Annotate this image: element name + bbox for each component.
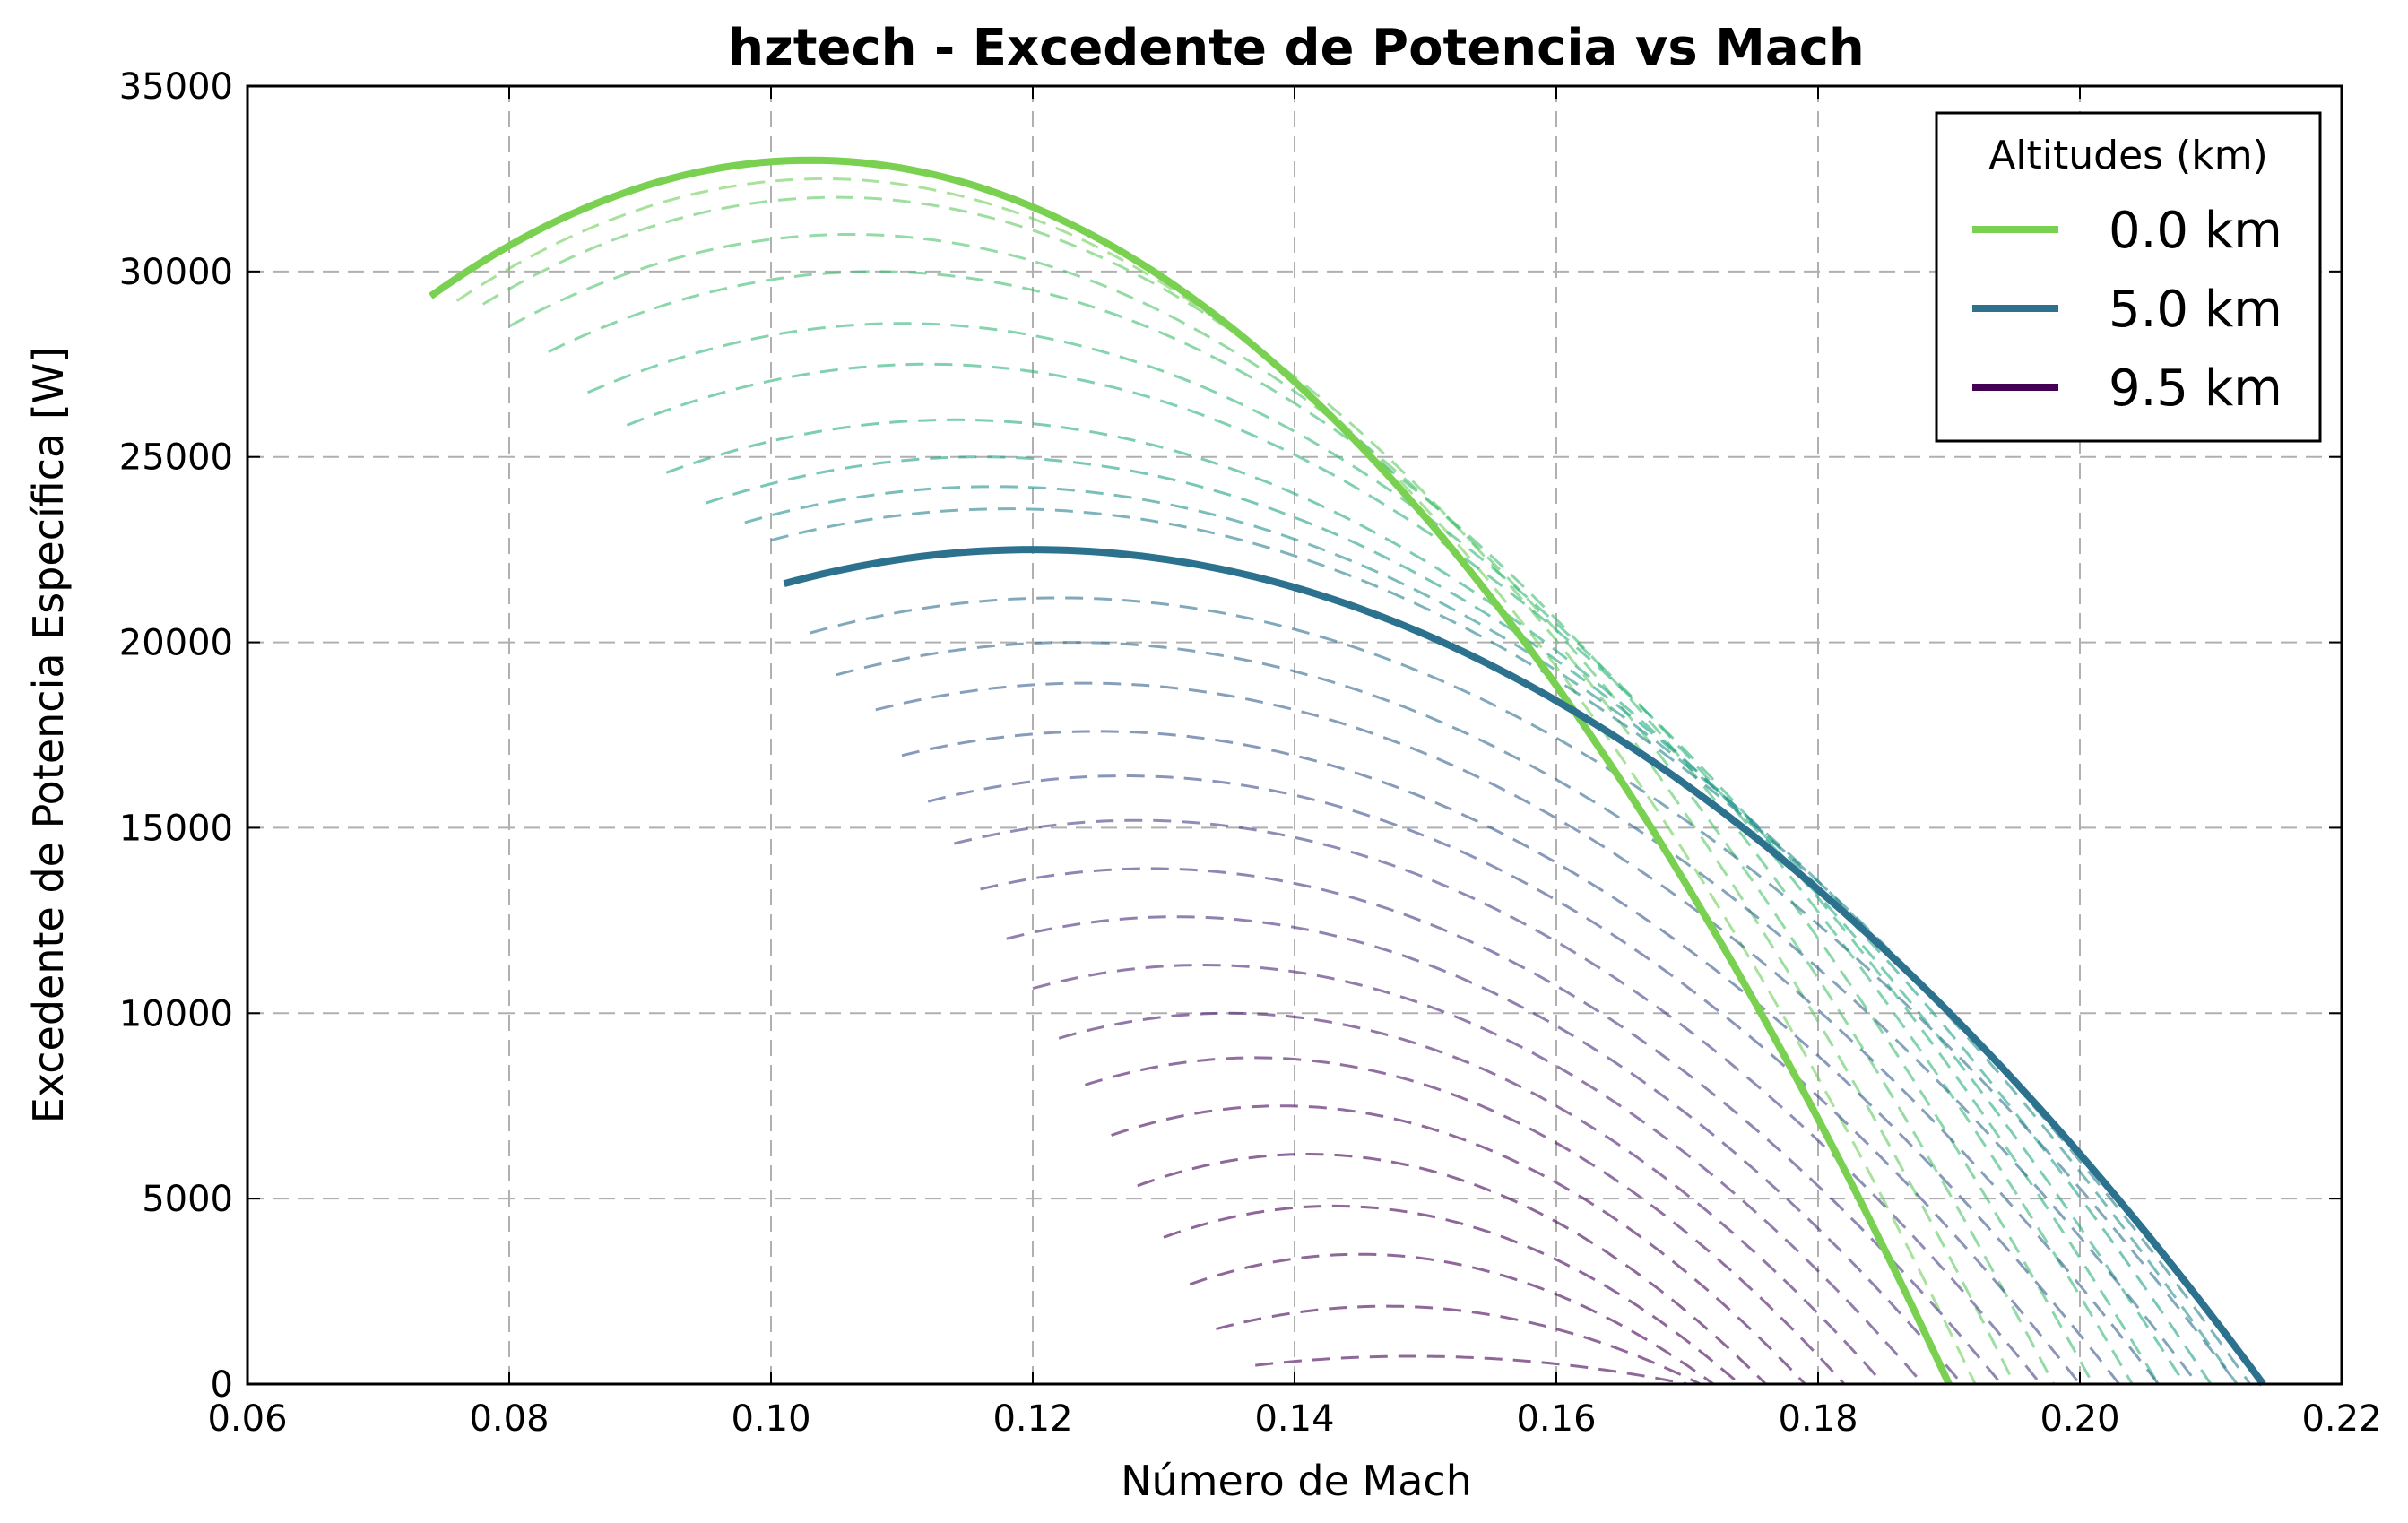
x-tick-label: 0.14: [1254, 1398, 1334, 1440]
y-tick-label: 10000: [119, 993, 233, 1034]
series-line-dashed: [810, 596, 2239, 1385]
y-tick-label: 25000: [119, 437, 233, 479]
series-line-dashed: [548, 270, 2094, 1385]
x-tick-label: 0.10: [731, 1398, 810, 1440]
x-axis-label: Número de Mach: [1121, 1457, 1472, 1505]
series-line-solid: [429, 156, 1953, 1386]
series-line-dashed: [927, 774, 2082, 1385]
y-tick-label: 30000: [119, 252, 233, 293]
x-tick-label: 0.16: [1516, 1398, 1596, 1440]
legend-entry-label: 5.0 km: [2109, 281, 2282, 339]
series-line-dashed: [1006, 915, 1963, 1385]
chart-title: hztech - Excedente de Potencia vs Mach: [728, 19, 1865, 77]
x-tick-label: 0.12: [992, 1398, 1072, 1440]
series-line-dashed: [1058, 1011, 1885, 1386]
x-tick-label: 0.06: [207, 1398, 287, 1440]
series-line-dashed: [665, 418, 2187, 1385]
legend: Altitudes (km) 0.0 km 5.0 km 9.5 km: [1935, 111, 2322, 443]
series-line-dashed: [1216, 1304, 1702, 1386]
series-line-dashed: [1084, 1056, 1846, 1386]
x-tick-label: 0.08: [469, 1398, 549, 1440]
legend-title: Altitudes (km): [1988, 133, 2268, 178]
series-line-dashed: [508, 233, 2056, 1385]
y-tick-label: 15000: [119, 808, 233, 849]
series-line-dashed: [587, 322, 2134, 1385]
y-tick-label: 35000: [119, 66, 233, 108]
x-tick-label: 0.22: [2301, 1398, 2381, 1440]
y-axis-ticks: 0 5000 10000 15000 20000 25000 30000 35000: [119, 66, 2342, 1406]
series-line-dashed: [1137, 1153, 1767, 1386]
legend-entry-label: 9.5 km: [2109, 359, 2282, 418]
plot-curves: [429, 156, 2266, 1387]
series-line-dashed: [1163, 1204, 1741, 1386]
y-tick-label: 20000: [119, 623, 233, 664]
series-line-dashed: [1111, 1104, 1806, 1386]
series-line-solid: [783, 546, 2266, 1387]
legend-entry-label: 0.0 km: [2109, 202, 2282, 260]
series-line-dashed: [744, 485, 2239, 1385]
series-line-dashed: [836, 641, 2199, 1385]
series-line-dashed: [626, 362, 2160, 1385]
series-line-dashed: [1255, 1354, 1688, 1386]
series-line-dashed: [1189, 1252, 1715, 1386]
x-tick-label: 0.18: [1778, 1398, 1858, 1440]
y-tick-label: 0: [211, 1364, 233, 1406]
series-line-dashed: [901, 730, 2120, 1385]
series-line-dashed: [954, 818, 2042, 1385]
x-axis-ticks: 0.06 0.08 0.10 0.12 0.14 0.16 0.18 0.20 0.22: [207, 86, 2382, 1440]
x-tick-label: 0.20: [2040, 1398, 2119, 1440]
series-line-dashed: [980, 867, 2003, 1385]
series-line-dashed: [1032, 964, 1924, 1385]
legend-entries: 0.0 km 5.0 km 9.5 km: [1972, 202, 2282, 418]
y-axis-label: Excedente de Potencia Específica [W]: [24, 347, 73, 1123]
series-line-dashed: [875, 681, 2160, 1385]
series-line-dashed: [705, 455, 2213, 1385]
y-tick-label: 5000: [142, 1179, 233, 1220]
